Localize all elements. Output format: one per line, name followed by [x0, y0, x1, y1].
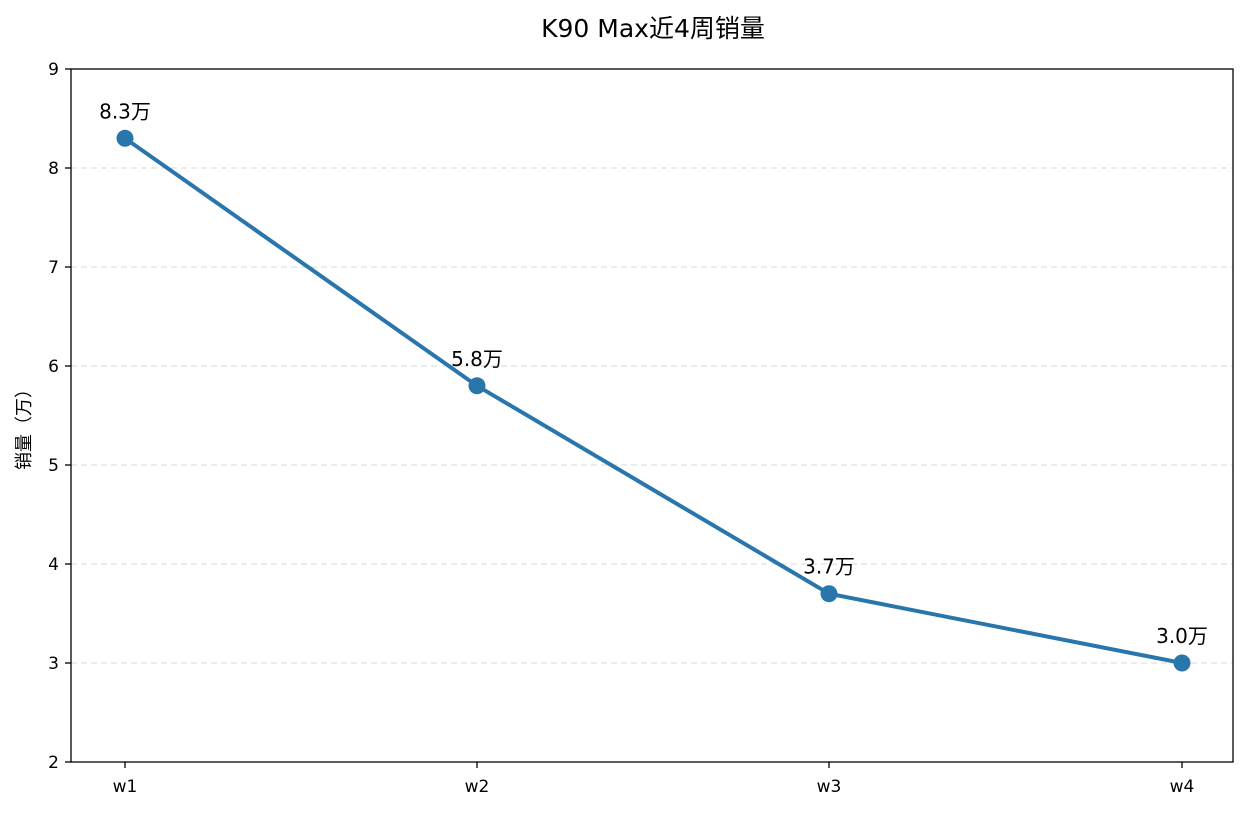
x-tick-label: w4 — [1170, 777, 1195, 797]
data-point — [820, 585, 838, 603]
series-line — [123, 136, 1184, 665]
y-tick-label: 9 — [48, 60, 59, 80]
y-axis-ticks: 2 3 4 5 6 7 8 9 — [48, 60, 71, 773]
data-points — [116, 129, 1191, 672]
y-tick-label: 2 — [48, 753, 59, 773]
data-label: 3.0万 — [1156, 624, 1208, 648]
data-point — [116, 129, 134, 147]
y-tick-label: 5 — [48, 456, 59, 476]
x-tick-label: w3 — [817, 777, 842, 797]
y-tick-label: 6 — [48, 357, 59, 377]
data-label: 5.8万 — [451, 347, 503, 371]
data-label: 3.7万 — [803, 555, 855, 579]
plot-area-frame — [70, 68, 1234, 763]
y-tick-label: 7 — [48, 258, 59, 278]
y-tick-label: 4 — [48, 555, 59, 575]
data-label: 8.3万 — [99, 99, 151, 123]
x-tick-label: w1 — [113, 777, 138, 797]
y-axis-label: 销量（万） — [14, 380, 35, 470]
y-tick-label: 3 — [48, 654, 59, 674]
data-point — [468, 377, 486, 395]
x-tick-label: w2 — [465, 777, 490, 797]
series-line-path — [123, 136, 1184, 665]
x-axis-ticks: w1 w2 w3 w4 — [113, 762, 1195, 797]
data-point — [1173, 654, 1191, 672]
y-tick-label: 8 — [48, 159, 59, 179]
chart-title: K90 Max近4周销量 — [541, 14, 765, 43]
gridlines — [71, 167, 1233, 664]
data-labels: 8.3万 5.8万 3.7万 3.0万 — [99, 99, 1208, 648]
